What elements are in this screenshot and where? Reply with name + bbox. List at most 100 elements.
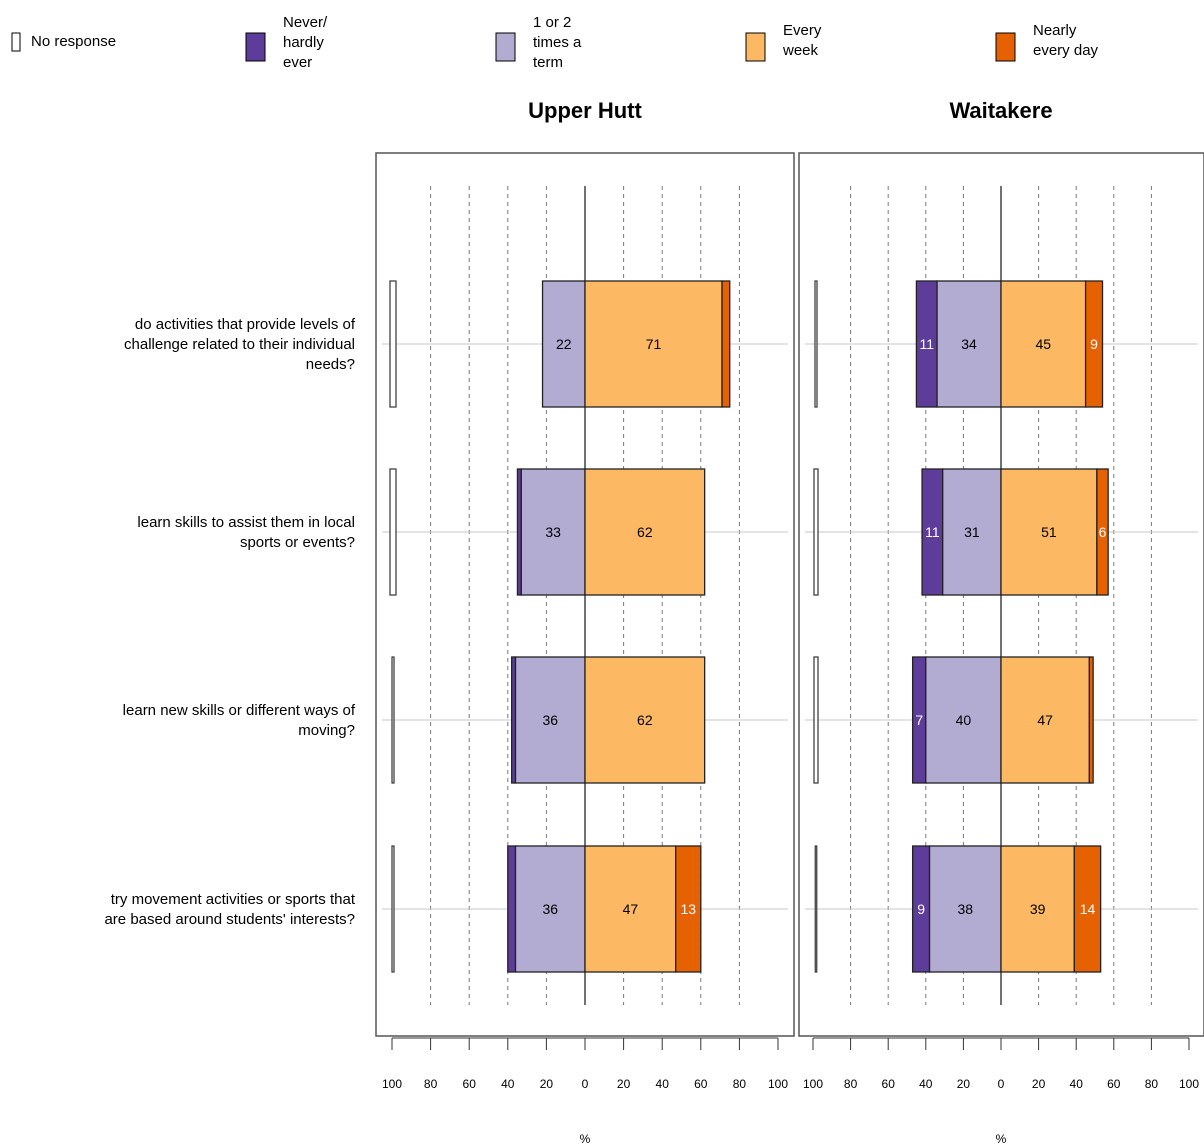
bar-segment bbox=[507, 845, 517, 973]
legend: No response Never/hardly ever 1 or 2 times a… bbox=[11, 14, 1099, 71]
bar-segment bbox=[942, 468, 1002, 596]
legend-label-line: Never/ bbox=[283, 14, 328, 31]
x-tick-label: 0 bbox=[582, 1077, 589, 1091]
bar-label: 13 bbox=[680, 901, 696, 917]
x-tick-label: 100 bbox=[382, 1077, 402, 1091]
bar-segment bbox=[814, 280, 818, 408]
x-tick-label: 20 bbox=[617, 1077, 631, 1091]
legend-label-line: Every bbox=[783, 22, 822, 39]
legend-swatch bbox=[245, 32, 266, 62]
x-axis-label: % bbox=[580, 1132, 591, 1146]
bar-label: 6 bbox=[1099, 524, 1107, 540]
legend-label-line: hardly bbox=[283, 34, 324, 51]
bar-segment bbox=[1096, 468, 1109, 596]
bar-segment bbox=[928, 845, 1002, 973]
x-tick-label: 80 bbox=[844, 1077, 858, 1091]
x-tick-label: 20 bbox=[540, 1077, 554, 1091]
x-tick-label: 60 bbox=[882, 1077, 896, 1091]
question-label-line: learn skills to assist them in local bbox=[137, 514, 355, 531]
bar-label: 71 bbox=[646, 336, 662, 352]
bar-segment bbox=[584, 280, 723, 408]
bar-label: 47 bbox=[1037, 712, 1053, 728]
bar-segment bbox=[1000, 845, 1075, 973]
question-label-line: challenge related to their individual bbox=[124, 336, 355, 353]
bar-segment bbox=[584, 656, 706, 784]
legend-label: No response bbox=[31, 33, 116, 50]
x-tick-label: 80 bbox=[1145, 1077, 1159, 1091]
bar-segment bbox=[813, 468, 819, 596]
x-tick-label: 40 bbox=[656, 1077, 670, 1091]
bar-segment bbox=[1000, 656, 1091, 784]
panel-2: Waitakere 11 34 45 9 11 31 51 6 7 40 47 9 38 39 14 100 80… bbox=[798, 98, 1204, 1146]
x-tick-label: 60 bbox=[694, 1077, 708, 1091]
bar-label: 7 bbox=[915, 712, 923, 728]
legend-label-line: term bbox=[533, 54, 563, 71]
bar-label: 51 bbox=[1041, 524, 1057, 540]
bar-segment bbox=[391, 845, 395, 973]
question-label-line: learn new skills or different ways of bbox=[123, 702, 356, 719]
panel-frame bbox=[798, 152, 1204, 1037]
bar-segment bbox=[813, 656, 819, 784]
legend-swatch bbox=[745, 32, 766, 62]
legend-label-line: 1 or 2 bbox=[533, 14, 571, 31]
bar-segment bbox=[675, 845, 702, 973]
question-label-line: moving? bbox=[298, 722, 355, 739]
bar-segment bbox=[925, 656, 1002, 784]
bar-label: 45 bbox=[1036, 336, 1052, 352]
bar-segment bbox=[514, 656, 586, 784]
legend-item-never: Never/hardly ever bbox=[245, 14, 328, 71]
bar-label: 33 bbox=[545, 524, 561, 540]
legend-label-line: Nearly bbox=[1033, 22, 1077, 39]
bar-segment bbox=[1084, 280, 1104, 408]
x-tick-label: 60 bbox=[463, 1077, 477, 1091]
legend-swatch bbox=[11, 32, 21, 52]
x-tick-label: 80 bbox=[733, 1077, 747, 1091]
bar-label: 36 bbox=[542, 712, 558, 728]
x-tick-label: 20 bbox=[1032, 1077, 1046, 1091]
question-label-line: try movement activities or sports that bbox=[111, 891, 356, 908]
question-labels: do activities that provide levels of chal… bbox=[104, 316, 355, 928]
bar-segment bbox=[721, 280, 731, 408]
bar-label: 9 bbox=[1090, 336, 1098, 352]
bar-label: 14 bbox=[1080, 901, 1096, 917]
x-tick-label: 40 bbox=[501, 1077, 515, 1091]
bar-label: 40 bbox=[956, 712, 972, 728]
panel-frame bbox=[375, 152, 795, 1037]
legend-item-no_response: No response bbox=[11, 32, 116, 52]
bar-segment bbox=[584, 845, 677, 973]
legend-swatch bbox=[995, 32, 1016, 62]
bar-label: 11 bbox=[925, 524, 940, 540]
bar-label: 62 bbox=[637, 524, 653, 540]
x-tick-label: 100 bbox=[768, 1077, 788, 1091]
x-tick-label: 40 bbox=[919, 1077, 933, 1091]
x-tick-label: 100 bbox=[803, 1077, 823, 1091]
bar-segment bbox=[389, 280, 397, 408]
bar-segment bbox=[391, 656, 395, 784]
panel-1: Upper Hutt 22 71 33 62 36 62 36 47 13 100 80 60 40 20 0… bbox=[375, 98, 795, 1146]
bar-segment bbox=[584, 468, 706, 596]
legend-label-line: every day bbox=[1033, 42, 1099, 59]
x-tick-label: 40 bbox=[1070, 1077, 1084, 1091]
bar-label: 11 bbox=[919, 336, 934, 352]
question-label-line: needs? bbox=[306, 356, 355, 373]
bar-segment bbox=[1000, 468, 1098, 596]
legend-item-day: Nearly every day bbox=[995, 22, 1099, 62]
bar-segment bbox=[389, 468, 397, 596]
bar-label: 38 bbox=[957, 901, 973, 917]
bar-label: 22 bbox=[556, 336, 572, 352]
question-label-line: sports or events? bbox=[240, 534, 355, 551]
bar-segment bbox=[520, 468, 586, 596]
x-axis-label: % bbox=[996, 1132, 1007, 1146]
bar-segment bbox=[1073, 845, 1102, 973]
bar-label: 39 bbox=[1030, 901, 1046, 917]
legend-swatch bbox=[495, 32, 516, 62]
x-tick-label: 80 bbox=[424, 1077, 438, 1091]
legend-label-line: ever bbox=[283, 54, 312, 71]
panel-title: Waitakere bbox=[949, 98, 1052, 123]
x-tick-label: 60 bbox=[1107, 1077, 1121, 1091]
legend-item-week: Every week bbox=[745, 22, 822, 62]
bar-label: 62 bbox=[637, 712, 653, 728]
bar-label: 9 bbox=[917, 901, 925, 917]
